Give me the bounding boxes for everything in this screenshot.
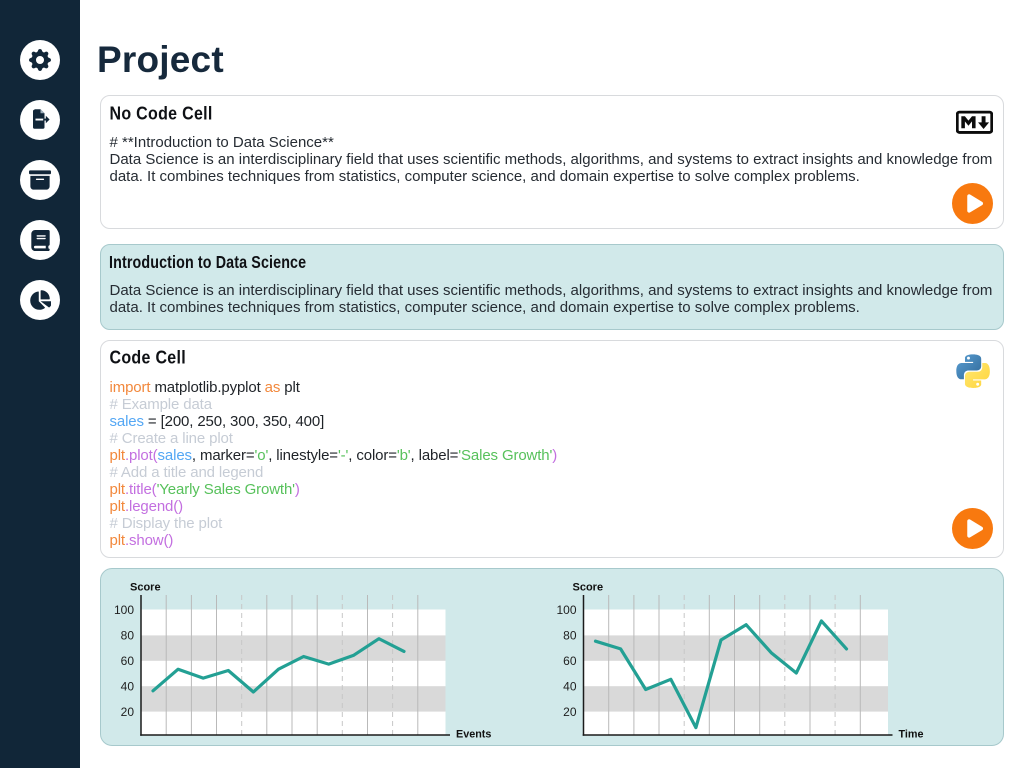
- svg-text:20: 20: [563, 705, 577, 719]
- svg-text:Score: Score: [573, 581, 604, 593]
- svg-text:40: 40: [121, 679, 135, 693]
- svg-text:100: 100: [114, 603, 134, 617]
- svg-text:20: 20: [121, 705, 135, 719]
- svg-text:Time: Time: [899, 728, 924, 740]
- svg-text:60: 60: [563, 654, 577, 668]
- svg-text:Score: Score: [130, 581, 161, 593]
- svg-text:80: 80: [121, 629, 135, 643]
- svg-text:Events: Events: [456, 728, 491, 740]
- svg-text:60: 60: [121, 654, 135, 668]
- svg-text:100: 100: [556, 603, 576, 617]
- svg-text:40: 40: [563, 679, 577, 693]
- svg-text:80: 80: [563, 629, 577, 643]
